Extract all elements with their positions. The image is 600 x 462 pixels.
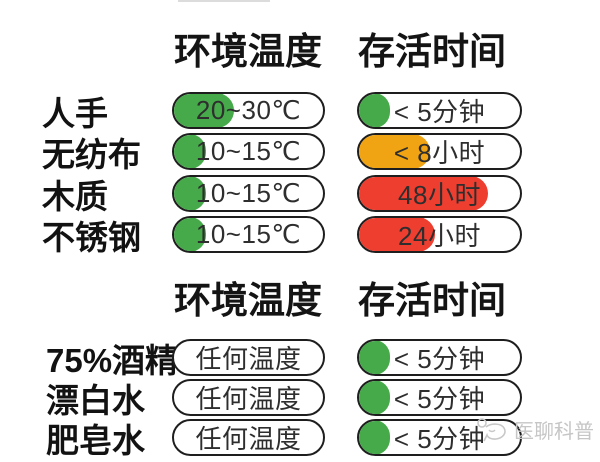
temperature-value: 任何温度 [195, 424, 302, 454]
row-label: 漂白水 [46, 381, 145, 419]
temperature-value: 20~30℃ [195, 95, 302, 125]
pill-fill [359, 381, 391, 414]
pill-fill [359, 94, 391, 127]
column-header-temperature: 环境温度 [174, 31, 322, 72]
section2-header: 环境温度 存活时间 [0, 281, 600, 321]
stethoscope-chat-icon [475, 417, 509, 443]
temperature-pill: 10~15℃ [172, 216, 325, 253]
temperature-value: 10~15℃ [195, 136, 302, 166]
survival-time-pill: < 5分钟 [357, 92, 522, 129]
pill-fill [174, 135, 206, 168]
temperature-pill: 任何温度 [172, 379, 325, 416]
pill-fill [359, 177, 489, 210]
survival-time-value: 24小时 [398, 221, 481, 251]
row-label: 人手 [42, 94, 108, 132]
survival-time-pill: < 8小时 [357, 133, 522, 170]
section1-header: 环境温度 存活时间 [0, 32, 600, 72]
temperature-value: 任何温度 [195, 344, 302, 374]
survival-time-value: 48小时 [398, 180, 481, 210]
column-header-survival-time: 存活时间 [358, 31, 506, 72]
table-row-human-hand: 人手 20~30℃ < 5分钟 [0, 92, 600, 132]
survival-time-value: < 5分钟 [393, 344, 486, 374]
temperature-pill: 10~15℃ [172, 175, 325, 212]
row-label: 无纺布 [42, 135, 141, 173]
temperature-value: 任何温度 [195, 384, 302, 414]
survival-time-value: < 5分钟 [393, 424, 486, 454]
temperature-pill: 10~15℃ [172, 133, 325, 170]
table-row-stainless-steel: 不锈钢 10~15℃ 24小时 [0, 216, 600, 256]
watermark: 医聊科普 [475, 415, 594, 444]
survival-time-pill: < 5分钟 [357, 419, 522, 456]
survival-time-value: < 5分钟 [393, 384, 486, 414]
column-header-survival-time: 存活时间 [358, 280, 506, 321]
table-row-bleach: 漂白水 任何温度 < 5分钟 [0, 379, 600, 419]
temperature-value: 10~15℃ [195, 219, 302, 249]
temperature-value: 10~15℃ [195, 178, 302, 208]
table-row-soapy-water: 肥皂水 任何温度 < 5分钟 [0, 419, 600, 459]
temperature-pill: 任何温度 [172, 419, 325, 456]
column-header-temperature: 环境温度 [174, 280, 322, 321]
temperature-pill: 20~30℃ [172, 92, 325, 129]
row-label: 不锈钢 [42, 218, 141, 256]
survival-time-pill: < 5分钟 [357, 379, 522, 416]
watermark-text: 医聊科普 [514, 421, 594, 443]
survival-time-pill: 48小时 [357, 175, 522, 212]
survival-time-pill: < 5分钟 [357, 339, 522, 376]
temperature-pill: 任何温度 [172, 339, 325, 376]
table-row-nonwoven-fabric: 无纺布 10~15℃ < 8小时 [0, 133, 600, 173]
pill-fill [359, 421, 391, 454]
pill-fill [359, 341, 391, 374]
survival-time-value: < 8小时 [393, 138, 486, 168]
pill-fill [359, 135, 431, 168]
survival-time-pill: 24小时 [357, 216, 522, 253]
pill-fill [174, 177, 206, 210]
table-row-wood: 木质 10~15℃ 48小时 [0, 175, 600, 215]
cropped-content-remnant [178, 0, 270, 2]
table-row-alcohol: 75%酒精 任何温度 < 5分钟 [0, 339, 600, 379]
pill-fill [174, 218, 206, 251]
pill-fill [359, 218, 436, 251]
row-label: 木质 [42, 177, 108, 215]
survival-time-value: < 5分钟 [393, 97, 486, 127]
row-label: 75%酒精 [46, 341, 179, 379]
pill-fill [174, 94, 235, 127]
row-label: 肥皂水 [46, 421, 145, 459]
